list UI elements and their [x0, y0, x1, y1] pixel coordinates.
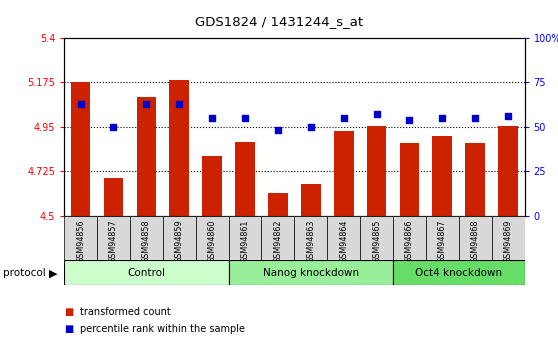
Bar [432, 136, 452, 216]
Bar [137, 97, 156, 216]
Text: GSM94860: GSM94860 [208, 219, 217, 263]
Text: GSM94858: GSM94858 [142, 219, 151, 263]
Text: GSM94867: GSM94867 [438, 219, 447, 263]
Bar [262, 216, 295, 260]
Text: ▶: ▶ [49, 268, 57, 278]
Point [175, 101, 184, 107]
Text: GSM94868: GSM94868 [471, 219, 480, 263]
Point [339, 115, 348, 121]
Bar [196, 216, 229, 260]
Text: GSM94863: GSM94863 [306, 219, 315, 263]
Bar [295, 216, 327, 260]
Bar [71, 82, 90, 216]
Point [405, 117, 414, 122]
Text: protocol: protocol [3, 268, 46, 278]
Text: GSM94869: GSM94869 [503, 219, 513, 263]
Bar [229, 260, 393, 285]
Bar [64, 260, 229, 285]
Bar [426, 216, 459, 260]
Text: GSM94862: GSM94862 [273, 219, 282, 263]
Point [372, 111, 381, 117]
Bar [97, 216, 130, 260]
Text: GSM94861: GSM94861 [240, 219, 249, 263]
Bar [64, 216, 97, 260]
Point [208, 115, 217, 121]
Text: ■: ■ [64, 325, 74, 334]
Bar [104, 178, 123, 216]
Text: GSM94856: GSM94856 [76, 219, 85, 263]
Bar [393, 260, 525, 285]
Bar [229, 216, 262, 260]
Text: GSM94864: GSM94864 [339, 219, 348, 263]
Bar [163, 216, 196, 260]
Point [142, 101, 151, 107]
Point [273, 128, 282, 133]
Bar [360, 216, 393, 260]
Point [109, 124, 118, 130]
Text: Control: Control [127, 268, 165, 277]
Text: transformed count: transformed count [80, 307, 171, 317]
Bar [334, 131, 354, 216]
Text: ■: ■ [64, 307, 74, 317]
Point [438, 115, 447, 121]
Point [76, 101, 85, 107]
Point [240, 115, 249, 121]
Text: GSM94865: GSM94865 [372, 219, 381, 263]
Bar [498, 126, 518, 216]
Point [471, 115, 480, 121]
Bar [268, 193, 288, 216]
Bar [170, 80, 189, 216]
Bar [400, 142, 419, 216]
Text: GDS1824 / 1431244_s_at: GDS1824 / 1431244_s_at [195, 16, 363, 29]
Bar [393, 216, 426, 260]
Bar [235, 141, 255, 216]
Point [306, 124, 315, 130]
Text: Oct4 knockdown: Oct4 knockdown [415, 268, 502, 277]
Bar [459, 216, 492, 260]
Bar [301, 184, 321, 216]
Bar [465, 142, 485, 216]
Text: percentile rank within the sample: percentile rank within the sample [80, 325, 245, 334]
Text: GSM94859: GSM94859 [175, 219, 184, 263]
Bar [492, 216, 525, 260]
Bar [130, 216, 163, 260]
Point [504, 114, 513, 119]
Text: Nanog knockdown: Nanog knockdown [263, 268, 359, 277]
Bar [202, 156, 222, 216]
Text: GSM94857: GSM94857 [109, 219, 118, 263]
Bar [367, 126, 386, 216]
Bar [327, 216, 360, 260]
Text: GSM94866: GSM94866 [405, 219, 414, 263]
